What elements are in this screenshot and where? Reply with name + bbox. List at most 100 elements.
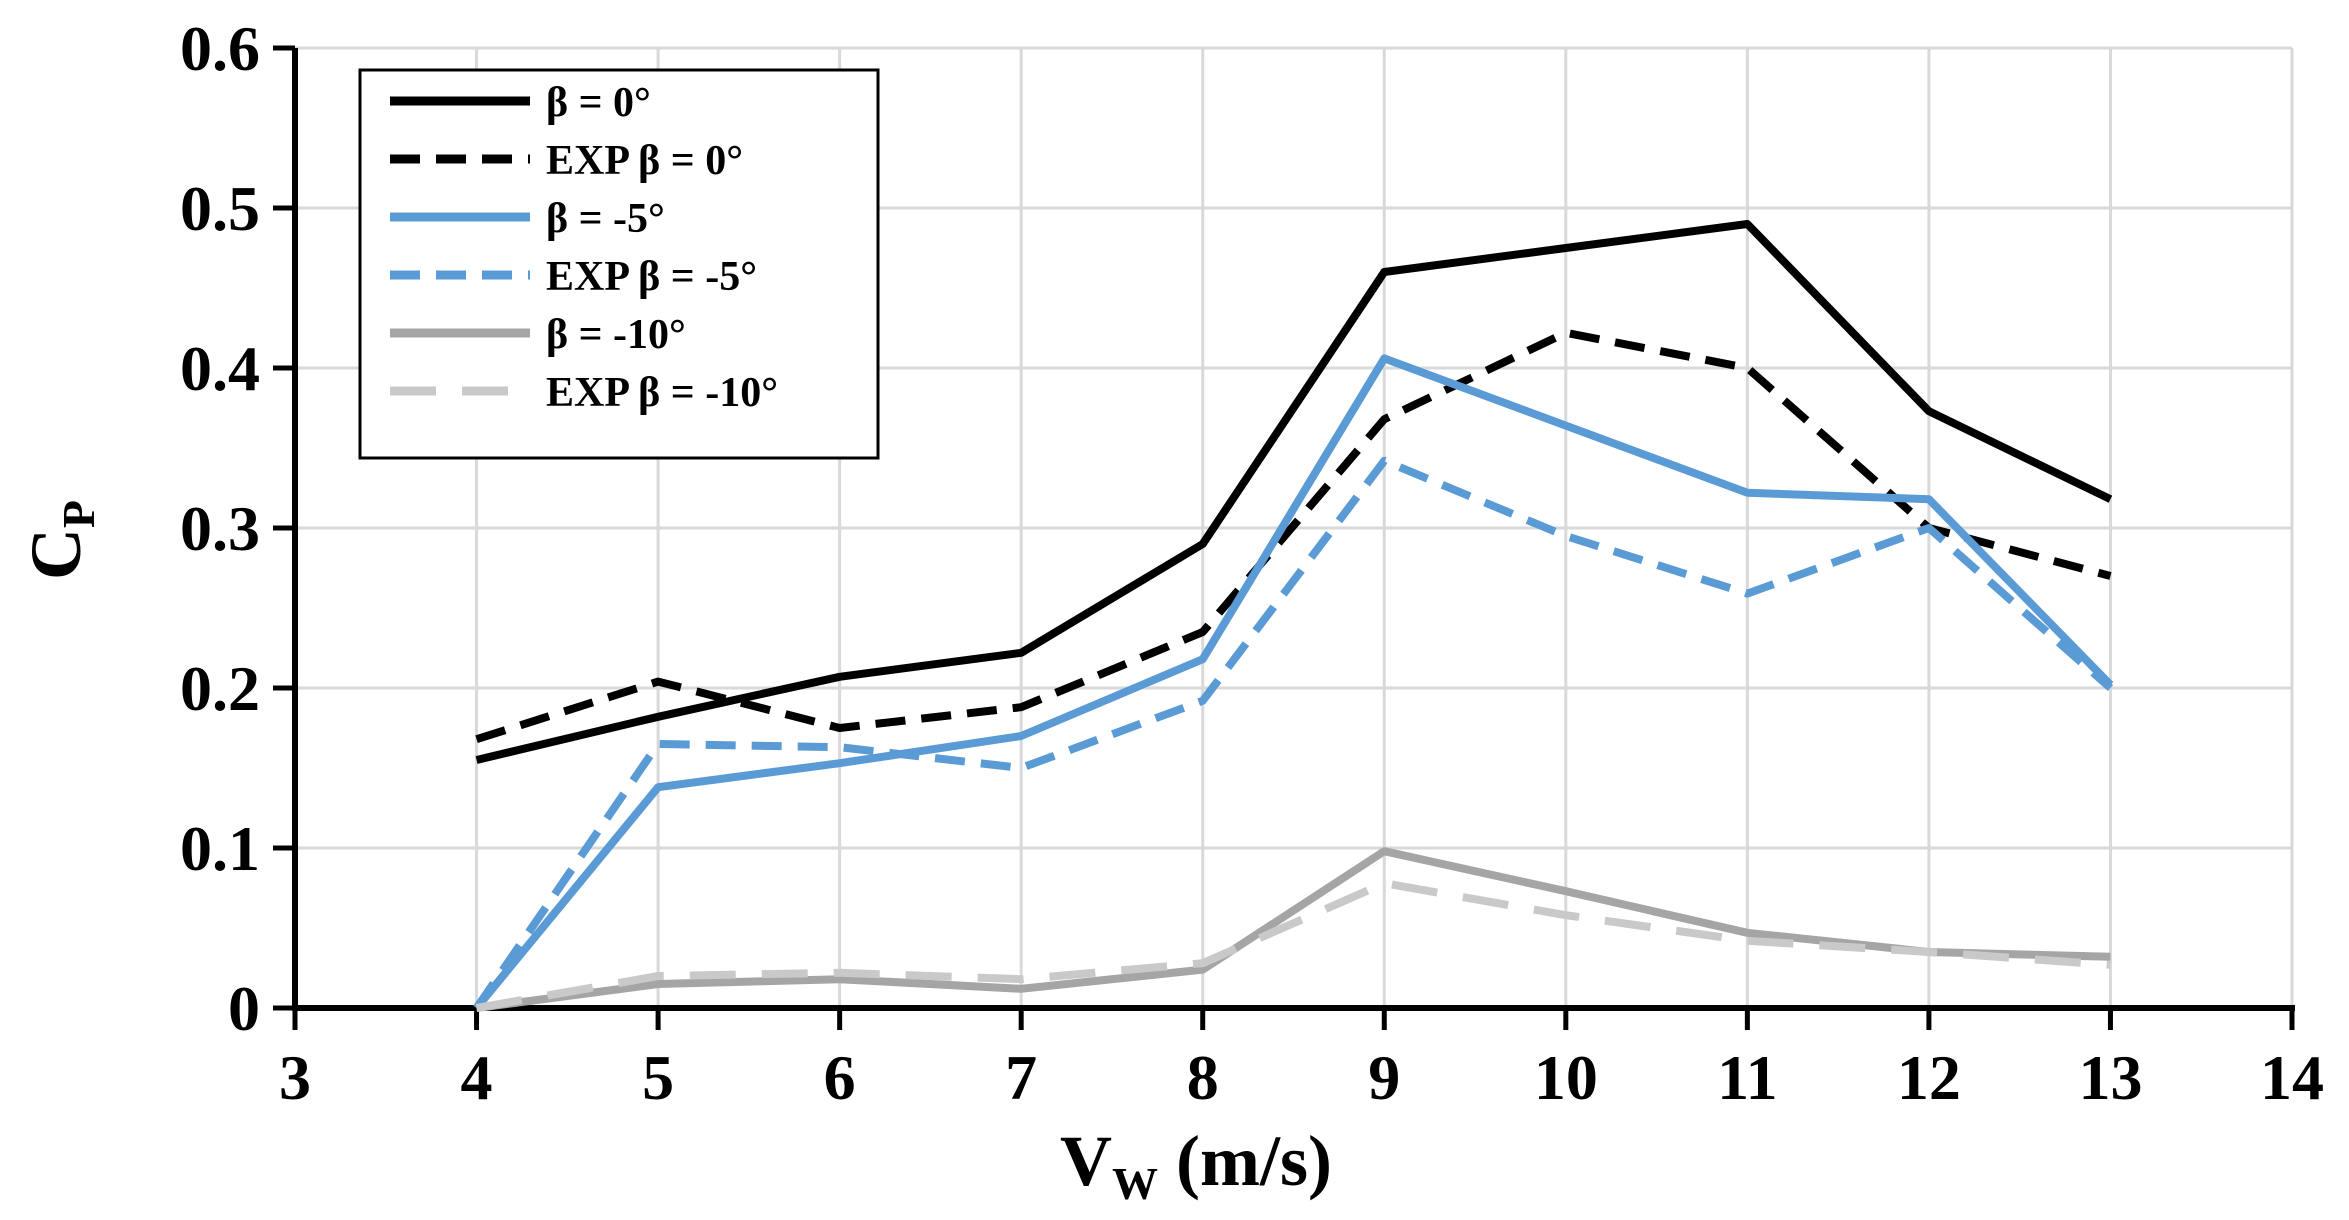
x-axis-title: VW (m/s) [1060, 1121, 1332, 1209]
legend-label-2: EXP β = 0° [546, 138, 743, 184]
x-tick-label-6: 6 [824, 1042, 856, 1113]
series-4-point-13 [2108, 686, 2112, 690]
y-tick-label-0-2: 0.2 [180, 653, 260, 724]
series-1-point-10 [1564, 246, 1568, 250]
series-1-point-6 [838, 675, 842, 679]
legend-label-5: β = -10° [546, 312, 686, 358]
series-line-1 [475, 220, 2113, 764]
x-tick-label-3: 3 [279, 1042, 311, 1113]
series-3-point-9 [1382, 356, 1386, 360]
legend-label-1: β = 0° [546, 80, 651, 126]
x-tick-label-11: 11 [1717, 1042, 1777, 1113]
legend-label-4: EXP β = -5° [546, 254, 757, 300]
series-6-point-13 [2108, 963, 2112, 967]
x-axis-title-subscript: W [1112, 1158, 1158, 1209]
series-6-point-8 [1201, 961, 1205, 965]
x-tick-label-5: 5 [642, 1042, 674, 1113]
series-3-point-8 [1201, 657, 1205, 661]
series-2-point-13 [2108, 574, 2112, 578]
x-axis-title-unit: (m/s) [1158, 1121, 1332, 1201]
legend-items: β = 0° EXP β = 0° β = -5° EXP β = -5° β = -1… [390, 80, 778, 416]
series-1-point-4 [475, 758, 479, 762]
series-2-point-11 [1745, 366, 1749, 370]
y-axis-title-main: C [16, 528, 96, 580]
x-tick-label-9: 9 [1368, 1042, 1400, 1113]
series-1-point-12 [1927, 409, 1931, 413]
series-4-point-8 [1201, 699, 1205, 703]
series-line-5 [476, 847, 2111, 1012]
series-3-point-10 [1564, 424, 1568, 428]
series-5-point-7 [1019, 987, 1023, 991]
series-6-point-12 [1927, 950, 1931, 954]
series-5-point-8 [1201, 968, 1205, 972]
series-3-point-6 [838, 761, 842, 765]
series-5-point-5 [656, 982, 660, 986]
series-1-point-9 [1382, 270, 1386, 274]
x-tick-label-7: 7 [1005, 1042, 1037, 1113]
series-6-point-7 [1019, 977, 1023, 981]
y-axis-title-subscript: P [53, 500, 104, 528]
series-1-point-11 [1745, 222, 1749, 226]
y-tick-label-0: 0 [228, 973, 260, 1044]
x-tick-label-13: 13 [2078, 1042, 2142, 1113]
series-3-point-5 [656, 785, 660, 789]
series-line-6 [475, 879, 2111, 1012]
series-6-point-4 [475, 1006, 479, 1010]
series-2-point-8 [1201, 630, 1205, 634]
series-3-point-11 [1745, 491, 1749, 495]
y-axis-title: CP [16, 500, 104, 580]
series-1-point-5 [656, 715, 660, 719]
y-tick-label-0-3: 0.3 [180, 493, 260, 564]
series-3-point-12 [1927, 497, 1931, 501]
series-2-point-7 [1019, 705, 1023, 709]
series-4-point-9 [1382, 459, 1386, 463]
x-tick-label-12: 12 [1897, 1042, 1961, 1113]
series-1-point-13 [2108, 497, 2112, 501]
x-tick-labels: 3 4 5 6 7 8 9 10 11 12 13 14 [279, 1042, 2324, 1113]
series-6-point-10 [1564, 913, 1568, 917]
series-3-point-7 [1019, 734, 1023, 738]
y-tick-label-0-4: 0.4 [180, 333, 260, 404]
series-2-point-9 [1382, 417, 1386, 421]
series-4-point-12 [1927, 526, 1931, 530]
series-2-point-10 [1564, 331, 1568, 335]
x-tick-label-8: 8 [1187, 1042, 1219, 1113]
series-6-point-11 [1745, 939, 1749, 943]
series-4-point-7 [1019, 766, 1023, 770]
axes [273, 45, 2295, 1030]
x-tick-label-10: 10 [1534, 1042, 1598, 1113]
series-2-point-6 [838, 726, 842, 730]
series-5-point-6 [838, 977, 842, 981]
y-tick-label-0-5: 0.5 [180, 173, 260, 244]
y-tick-labels: 0 0.1 0.2 0.3 0.4 0.5 0.6 [180, 13, 260, 1044]
series-6-point-5 [656, 974, 660, 978]
series-4-point-10 [1564, 534, 1568, 538]
data-series [473, 220, 2114, 1012]
series-5-point-13 [2108, 955, 2112, 959]
series-1-point-8 [1201, 542, 1205, 546]
series-2-point-4 [475, 737, 479, 741]
series-4-point-6 [838, 745, 842, 749]
series-1-point-7 [1019, 651, 1023, 655]
x-axis-title-main: V [1060, 1121, 1112, 1201]
legend-label-6: EXP β = -10° [546, 370, 778, 416]
x-tick-label-4: 4 [461, 1042, 493, 1113]
series-line-3 [473, 354, 2114, 1011]
series-2-point-5 [656, 680, 660, 684]
series-line-4 [473, 456, 2114, 1011]
series-6-point-6 [838, 971, 842, 975]
legend-label-3: β = -5° [546, 196, 665, 242]
y-tick-label-0-6: 0.6 [180, 13, 260, 84]
legend: β = 0° EXP β = 0° β = -5° EXP β = -5° β = -1… [358, 68, 880, 460]
series-4-point-5 [656, 742, 660, 746]
series-5-point-11 [1745, 931, 1749, 935]
x-tick-label-14: 14 [2260, 1042, 2324, 1113]
series-line-2 [475, 328, 2112, 744]
series-5-point-10 [1564, 889, 1568, 893]
legend-box [358, 68, 880, 460]
series-5-point-9 [1382, 849, 1386, 853]
y-tick-label-0-1: 0.1 [180, 813, 260, 884]
series-6-point-9 [1382, 881, 1386, 885]
series-4-point-11 [1745, 592, 1749, 596]
